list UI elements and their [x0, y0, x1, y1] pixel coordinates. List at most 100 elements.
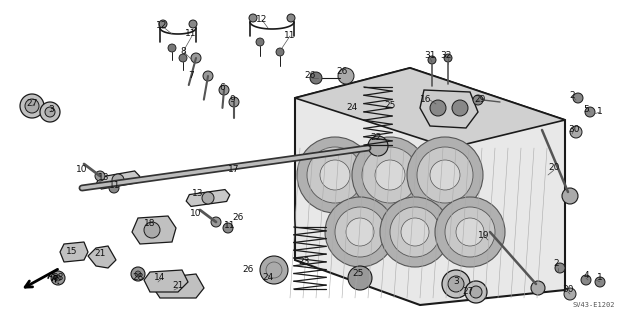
Circle shape [407, 137, 483, 213]
Circle shape [109, 183, 119, 193]
Circle shape [465, 281, 487, 303]
Circle shape [348, 266, 372, 290]
Circle shape [40, 102, 60, 122]
Circle shape [470, 286, 482, 298]
Text: 27: 27 [26, 100, 38, 108]
Polygon shape [152, 274, 204, 298]
Polygon shape [186, 189, 230, 206]
Text: 3: 3 [453, 278, 459, 286]
Text: 11: 11 [284, 32, 296, 41]
Text: 26: 26 [304, 71, 316, 80]
Circle shape [562, 188, 578, 204]
Text: 24: 24 [262, 273, 274, 283]
Circle shape [95, 171, 105, 181]
Circle shape [202, 192, 214, 204]
Text: 28: 28 [132, 273, 144, 283]
Circle shape [456, 218, 484, 246]
Text: 30: 30 [563, 286, 573, 294]
Text: 30: 30 [568, 125, 580, 135]
Text: 13: 13 [192, 189, 204, 198]
Text: 26: 26 [243, 265, 253, 275]
Circle shape [219, 85, 229, 95]
Text: 21: 21 [172, 281, 184, 291]
Circle shape [452, 100, 468, 116]
Text: 5: 5 [583, 106, 589, 115]
Circle shape [564, 288, 576, 300]
Circle shape [473, 95, 483, 105]
Circle shape [375, 160, 405, 190]
Polygon shape [60, 242, 88, 262]
Circle shape [442, 270, 470, 298]
Circle shape [448, 276, 464, 292]
Circle shape [595, 277, 605, 287]
Circle shape [229, 97, 239, 107]
Circle shape [168, 44, 176, 52]
Circle shape [159, 20, 167, 28]
Circle shape [260, 256, 288, 284]
Circle shape [430, 100, 446, 116]
Text: 32: 32 [440, 51, 452, 61]
Circle shape [310, 72, 322, 84]
Text: SV43-E1202: SV43-E1202 [573, 302, 615, 308]
Circle shape [203, 71, 213, 81]
Circle shape [211, 217, 221, 227]
Circle shape [346, 218, 374, 246]
Circle shape [570, 126, 582, 138]
Text: 22: 22 [371, 133, 381, 143]
Circle shape [135, 271, 141, 277]
Text: 31: 31 [424, 51, 436, 61]
Circle shape [352, 137, 428, 213]
Text: 11: 11 [185, 29, 196, 39]
Circle shape [390, 207, 440, 257]
Circle shape [191, 53, 201, 63]
Text: 20: 20 [548, 164, 560, 173]
Text: 25: 25 [384, 101, 396, 110]
Circle shape [380, 197, 450, 267]
Circle shape [112, 174, 124, 186]
Text: 9: 9 [229, 95, 235, 105]
Text: 26: 26 [232, 213, 244, 222]
Text: 18: 18 [144, 219, 156, 228]
Text: FR.: FR. [44, 271, 62, 286]
Text: 28: 28 [52, 273, 64, 283]
Circle shape [297, 137, 373, 213]
Circle shape [428, 56, 436, 64]
Text: 14: 14 [154, 273, 166, 283]
Circle shape [45, 107, 55, 117]
Text: 2: 2 [569, 92, 575, 100]
Circle shape [444, 54, 452, 62]
Polygon shape [295, 68, 565, 305]
Text: 23: 23 [298, 257, 310, 266]
Polygon shape [144, 270, 188, 292]
Text: 4: 4 [583, 271, 589, 280]
Text: 11: 11 [109, 182, 121, 190]
Text: 1: 1 [597, 108, 603, 116]
Circle shape [581, 275, 591, 285]
Text: 21: 21 [94, 249, 106, 258]
Text: 26: 26 [336, 68, 348, 77]
Text: 24: 24 [346, 103, 358, 113]
Text: 16: 16 [420, 95, 432, 105]
Text: 29: 29 [474, 95, 486, 105]
Polygon shape [88, 246, 116, 268]
Text: 12: 12 [156, 21, 168, 31]
Circle shape [325, 197, 395, 267]
Text: 10: 10 [190, 210, 202, 219]
Circle shape [256, 38, 264, 46]
Circle shape [144, 222, 160, 238]
Circle shape [25, 99, 39, 113]
Text: 10: 10 [76, 166, 88, 174]
Circle shape [362, 147, 418, 203]
Polygon shape [132, 216, 176, 244]
Circle shape [179, 54, 187, 62]
Polygon shape [97, 171, 140, 189]
Text: 13: 13 [99, 174, 109, 182]
Circle shape [320, 160, 350, 190]
Circle shape [445, 207, 495, 257]
Circle shape [20, 94, 44, 118]
Text: 7: 7 [188, 71, 194, 80]
Circle shape [417, 147, 473, 203]
Text: 27: 27 [462, 287, 474, 296]
Text: 6: 6 [219, 84, 225, 93]
Circle shape [368, 136, 388, 156]
